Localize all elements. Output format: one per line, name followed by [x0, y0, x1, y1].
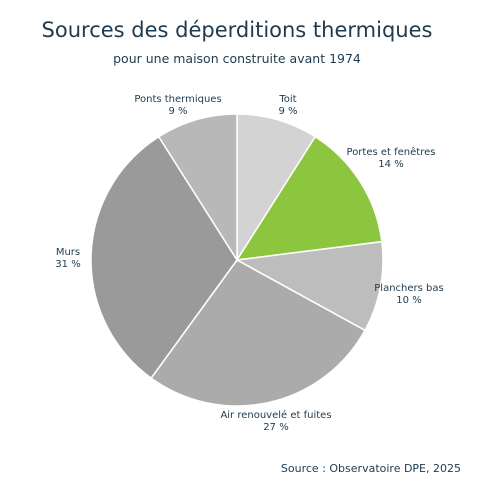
pie-slice-2 [235, 135, 383, 261]
slice-label: Murs [56, 247, 80, 258]
slice-value-label: 9 % [168, 106, 187, 117]
pie-slice-5 [90, 135, 238, 380]
pie-slices [90, 113, 384, 407]
pie-slice-1 [236, 113, 317, 263]
slice-label: Planchers bas [374, 283, 443, 294]
slice-value-label: 27 % [263, 422, 288, 433]
slice-value-label: 9 % [278, 106, 297, 117]
slice-value-label: 14 % [378, 159, 403, 170]
slice-value-label: 10 % [396, 295, 421, 306]
slice-value-label: 31 % [55, 259, 80, 270]
slice-label: Toit [278, 94, 296, 105]
chart-source: Source : Observatoire DPE, 2025 [281, 462, 461, 475]
chart-subtitle: pour une maison construite avant 1974 [113, 51, 361, 66]
pie-slice-3 [234, 240, 384, 332]
chart-title: Sources des déperditions thermiques [42, 18, 433, 42]
pie-slice-6 [157, 113, 238, 263]
pie-slice-4 [150, 259, 366, 407]
slice-label: Portes et fenêtres [347, 146, 436, 158]
slice-label: Ponts thermiques [134, 94, 221, 105]
slice-label: Air renouvelé et fuites [220, 409, 331, 421]
